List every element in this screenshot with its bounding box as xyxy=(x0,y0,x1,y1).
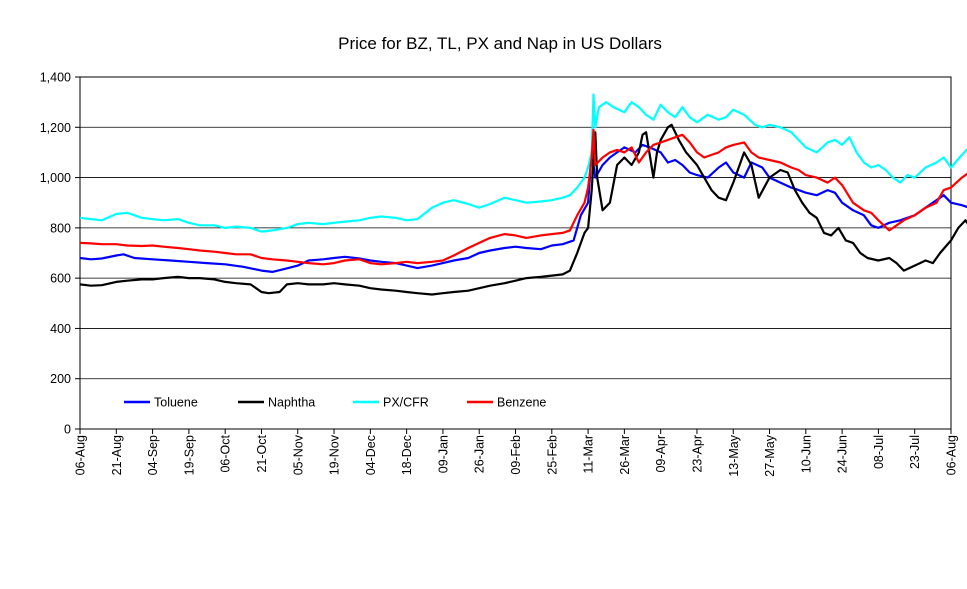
x-tick-label: 06-Aug xyxy=(74,435,88,475)
grid-lines xyxy=(80,126,951,380)
legend-label: Benzene xyxy=(497,396,546,410)
series-line-px-cfr xyxy=(79,93,967,233)
x-tick-label: 10-Jun xyxy=(799,435,813,473)
plot-area xyxy=(79,76,952,430)
x-tick-label: 23-Apr xyxy=(690,435,704,473)
y-tick-label: 200 xyxy=(50,372,71,386)
y-tick-label: 1,400 xyxy=(40,71,71,85)
x-tick-label: 21-Aug xyxy=(110,435,124,475)
x-tick-label: 23-Jul xyxy=(908,435,922,469)
y-tick-label: 1,000 xyxy=(40,171,71,185)
x-tick-label: 06-Oct xyxy=(219,434,233,472)
x-tick-label: 05-Nov xyxy=(291,434,305,475)
x-axis: 06-Aug 21-Aug 04-Sep 19-Sep 06-Oct 21-Oct 05-N… xyxy=(74,429,959,477)
y-tick-label: 800 xyxy=(50,221,71,235)
series-line-naphtha xyxy=(79,123,967,296)
x-tick-label: 19-Nov xyxy=(328,434,342,475)
x-tick-label: 18-Dec xyxy=(400,435,414,475)
x-tick-label: 09-Apr xyxy=(654,435,668,473)
y-tick-label: 400 xyxy=(50,322,71,336)
x-tick-label: 25-Feb xyxy=(545,435,559,475)
x-tick-label: 04-Dec xyxy=(364,435,378,475)
y-axis: 0 200 400 600 800 1,000 1,200 1,400 xyxy=(40,71,80,437)
x-tick-label: 26-Jan xyxy=(473,435,487,473)
x-tick-label: 26-Mar xyxy=(618,435,632,475)
x-tick-label: 08-Jul xyxy=(872,435,886,469)
x-tick-label: 06-Aug xyxy=(945,435,959,475)
y-tick-label: 1,200 xyxy=(40,121,71,135)
y-tick-label: 0 xyxy=(64,423,71,437)
x-tick-label: 09-Jan xyxy=(436,435,450,473)
x-tick-label: 13-May xyxy=(727,434,741,476)
chart-title: Price for BZ, TL, PX and Nap in US Dolla… xyxy=(338,34,662,53)
x-tick-label: 21-Oct xyxy=(255,434,269,472)
series-lines xyxy=(79,93,967,296)
x-tick-label: 09-Feb xyxy=(509,435,523,475)
x-tick-label: 11-Mar xyxy=(582,435,596,474)
legend-label: Naphtha xyxy=(268,396,315,410)
legend-label: Toluene xyxy=(154,396,198,410)
legend-label: PX/CFR xyxy=(383,396,429,410)
y-tick-label: 600 xyxy=(50,272,71,286)
legend: Toluene Naphtha PX/CFR Benzene xyxy=(124,396,546,410)
x-tick-label: 19-Sep xyxy=(182,435,196,475)
x-tick-label: 27-May xyxy=(763,434,777,476)
x-tick-label: 24-Jun xyxy=(836,435,850,473)
series-line-benzene xyxy=(79,128,967,266)
x-tick-label: 04-Sep xyxy=(146,435,160,475)
series-line-toluene xyxy=(79,143,967,273)
